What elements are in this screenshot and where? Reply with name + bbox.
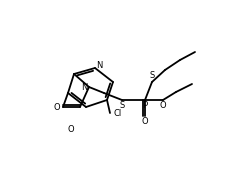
Text: N: N <box>96 61 102 69</box>
Text: N: N <box>81 82 87 91</box>
Text: O: O <box>160 102 166 110</box>
Text: S: S <box>149 71 155 81</box>
Text: P: P <box>142 102 148 110</box>
Text: S: S <box>119 102 125 110</box>
Text: O: O <box>142 117 148 127</box>
Text: O: O <box>68 124 74 134</box>
Text: Cl: Cl <box>114 109 122 117</box>
Text: O: O <box>54 102 60 111</box>
